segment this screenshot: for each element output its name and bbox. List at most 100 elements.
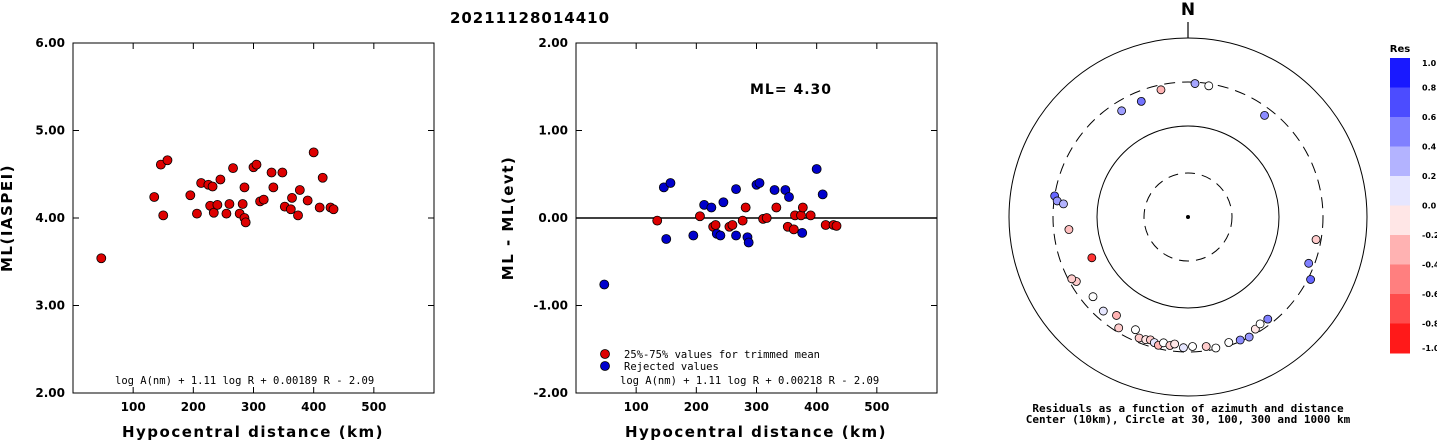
colorbar-tick-label: 0.2 <box>1422 172 1436 181</box>
x-axis-label: Hypocentral distance (km) <box>122 423 384 441</box>
ring-300km <box>1052 81 1324 353</box>
x-axis-ticks: 100 200 300 400 500 <box>121 43 386 414</box>
colorbar-tick-label: 0.6 <box>1422 113 1437 122</box>
colorbar-ticks: 1.0 0.8 0.6 0.4 0.2 0.0 -0.2 -0.4 -0.6 -0.8 -1.0 <box>1422 59 1437 353</box>
data-point <box>796 210 806 221</box>
station-residual-point <box>1211 343 1221 353</box>
data-point <box>314 202 325 213</box>
data-point-rejected <box>706 202 717 213</box>
station-residual-point <box>1087 253 1097 263</box>
data-point <box>239 182 250 193</box>
data-point <box>740 202 751 213</box>
plot-frame <box>72 42 435 394</box>
station-residual-point <box>1304 258 1314 268</box>
colorbar-tick-label: 1.0 <box>1422 59 1437 68</box>
station-residual-point <box>1131 325 1140 335</box>
data-point <box>287 192 297 203</box>
x-tick-label: 100 <box>624 400 649 414</box>
colorbar-title: Res <box>1390 44 1410 55</box>
y-tick-label: 2.00 <box>538 36 568 50</box>
y-axis-label: ML - ML(evt) <box>499 156 517 280</box>
station-residual-point <box>1190 79 1200 88</box>
data-point-rejected <box>743 237 754 248</box>
data-point <box>149 192 160 202</box>
data-point <box>224 199 235 209</box>
ring-30km <box>1143 172 1233 262</box>
data-point-rejected <box>665 178 676 188</box>
data-point <box>268 182 279 193</box>
x-tick-label: 400 <box>804 400 829 414</box>
colorbar-cell <box>1390 87 1410 118</box>
colorbar-cell <box>1390 323 1410 354</box>
colorbar-tick-label: -0.6 <box>1422 290 1437 299</box>
data-point <box>285 204 296 215</box>
data-point <box>277 167 288 178</box>
station-residual-point <box>1112 311 1121 320</box>
y-tick-label: 5.00 <box>35 124 65 138</box>
y-tick-label: -1.00 <box>533 299 568 313</box>
x-axis-label: Hypocentral distance (km) <box>625 423 887 441</box>
data-points <box>96 147 339 264</box>
data-point <box>831 220 842 231</box>
data-point <box>251 159 262 170</box>
y-tick-label: 0.00 <box>538 211 568 225</box>
data-point <box>158 210 169 221</box>
x-axis-ticks: 100 200 300 400 500 <box>624 43 889 414</box>
ring-1000km <box>1008 37 1368 397</box>
station-residual-point <box>1064 225 1074 234</box>
colorbar-cell <box>1390 205 1410 236</box>
data-point <box>727 220 738 230</box>
station-residual-point <box>1263 314 1273 324</box>
data-point <box>96 253 107 264</box>
colorbar-tick-label: 0.0 <box>1422 202 1437 211</box>
data-point-rejected <box>811 164 822 174</box>
colorbar-tick-label: -0.2 <box>1422 231 1437 240</box>
colorbar-tick-label: -1.0 <box>1422 344 1437 353</box>
station-residual-point <box>1114 323 1124 333</box>
x-tick-label: 500 <box>864 400 889 414</box>
data-point <box>805 210 816 221</box>
data-point <box>207 181 218 192</box>
station-residual-point <box>1306 275 1315 284</box>
station-residual-point <box>1244 332 1254 342</box>
magnitude-formula: log A(nm) + 1.11 log R + 0.00218 R - 2.0… <box>620 375 879 387</box>
station-residual-point <box>1156 85 1166 95</box>
data-point <box>266 167 277 178</box>
legend-marker-trimmed-mean <box>600 349 610 359</box>
colorbar-tick-label: 0.4 <box>1422 143 1437 152</box>
x-tick-label: 400 <box>301 400 326 414</box>
colorbar-cell <box>1390 117 1410 147</box>
station-residual-point <box>1204 81 1214 91</box>
y-tick-label: -2.00 <box>533 386 568 400</box>
data-point-rejected <box>784 192 794 202</box>
y-tick-label: 3.00 <box>35 299 65 313</box>
magnitude-distance-chart: 100 200 300 400 500 2.00 3.00 4.00 5.00 6.00 log… <box>0 36 435 441</box>
x-tick-label: 100 <box>121 400 146 414</box>
data-point <box>788 224 799 235</box>
data-point <box>302 195 313 206</box>
station-residual-point <box>1136 96 1146 106</box>
colorbar-tick-label: -0.4 <box>1422 261 1437 270</box>
x-tick-label: 300 <box>744 400 769 414</box>
x-tick-label: 200 <box>684 400 709 414</box>
data-point <box>328 204 339 215</box>
data-point <box>761 213 772 223</box>
data-point-rejected <box>688 230 699 241</box>
x-tick-label: 300 <box>241 400 266 414</box>
data-point <box>317 172 328 183</box>
data-point <box>215 174 226 185</box>
data-point-rejected <box>715 230 726 241</box>
data-point <box>771 202 782 213</box>
legend-marker-rejected <box>600 361 610 371</box>
station-residual-point <box>1255 319 1265 329</box>
data-point-rejected <box>718 197 729 208</box>
data-point-rejected <box>754 178 765 188</box>
colorbar-cell <box>1390 294 1410 324</box>
data-point <box>221 208 232 219</box>
y-tick-label: 6.00 <box>35 36 65 50</box>
colorbar-cell <box>1390 146 1410 177</box>
residual-distance-chart: 100 200 300 400 500 -2.00 -1.00 0.00 1.00 2.00 M… <box>499 36 938 441</box>
colorbar-cell <box>1390 235 1410 265</box>
data-point <box>652 215 663 226</box>
